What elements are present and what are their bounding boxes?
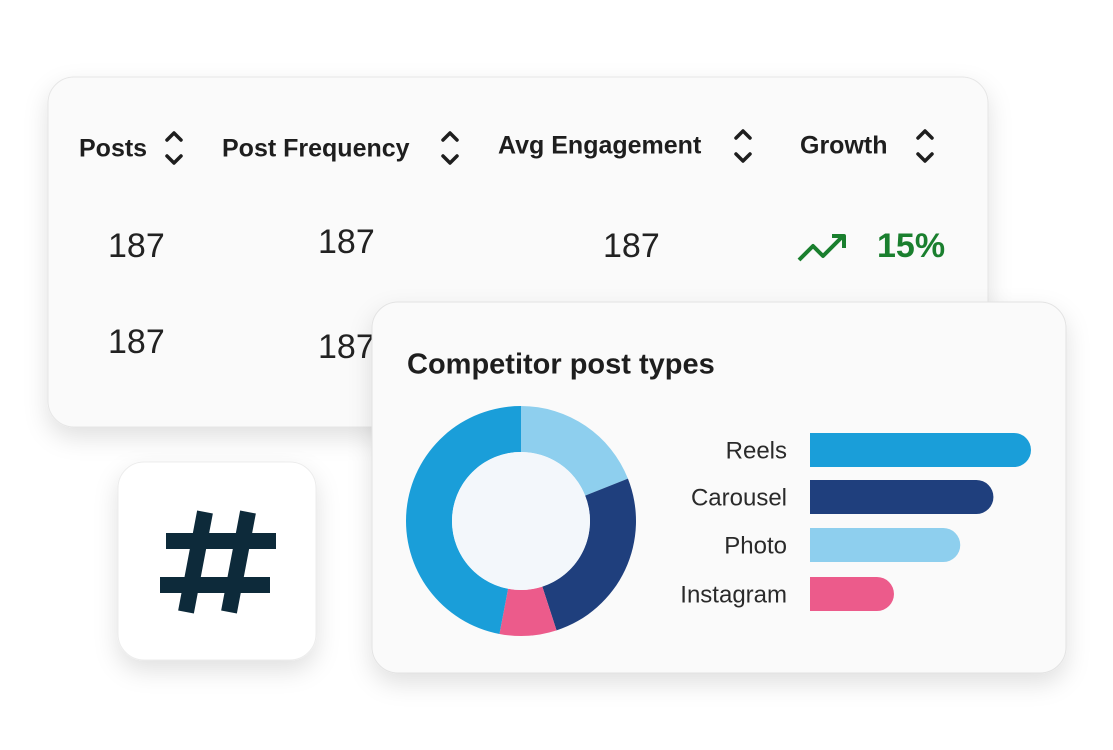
hashtag-card <box>117 461 317 661</box>
donut-segment <box>542 478 636 631</box>
column-header[interactable]: Growth <box>800 132 888 160</box>
card-title: Competitor post types <box>407 349 715 381</box>
column-header[interactable]: Post Frequency <box>222 135 410 163</box>
donut-hole <box>452 452 590 590</box>
hashtag-icon <box>160 510 276 614</box>
bar-label: Instagram <box>680 581 787 608</box>
bar-label: Reels <box>726 437 787 464</box>
growth-value: 15% <box>877 227 945 265</box>
table-cell: 187 <box>318 328 375 366</box>
table-cell: 187 <box>318 223 375 261</box>
donut-segment <box>406 406 521 634</box>
bar-label: Carousel <box>691 484 787 511</box>
sort-icons <box>165 129 934 165</box>
bar <box>810 577 894 611</box>
table-cell: 187 <box>108 323 165 361</box>
donut-segment <box>499 586 557 636</box>
table-cell: 187 <box>108 227 165 265</box>
post-types-chart: Reels Carousel Photo Instagram <box>406 406 1031 636</box>
column-header[interactable]: Posts <box>79 135 147 163</box>
bar-label: Photo <box>724 532 787 559</box>
growth-icon <box>797 234 846 262</box>
bar <box>810 528 961 562</box>
column-header[interactable]: Avg Engagement <box>498 132 702 160</box>
donut-segment <box>521 406 628 496</box>
table-cell: 187 <box>603 227 660 265</box>
bar <box>810 480 994 514</box>
bar <box>810 433 1031 467</box>
